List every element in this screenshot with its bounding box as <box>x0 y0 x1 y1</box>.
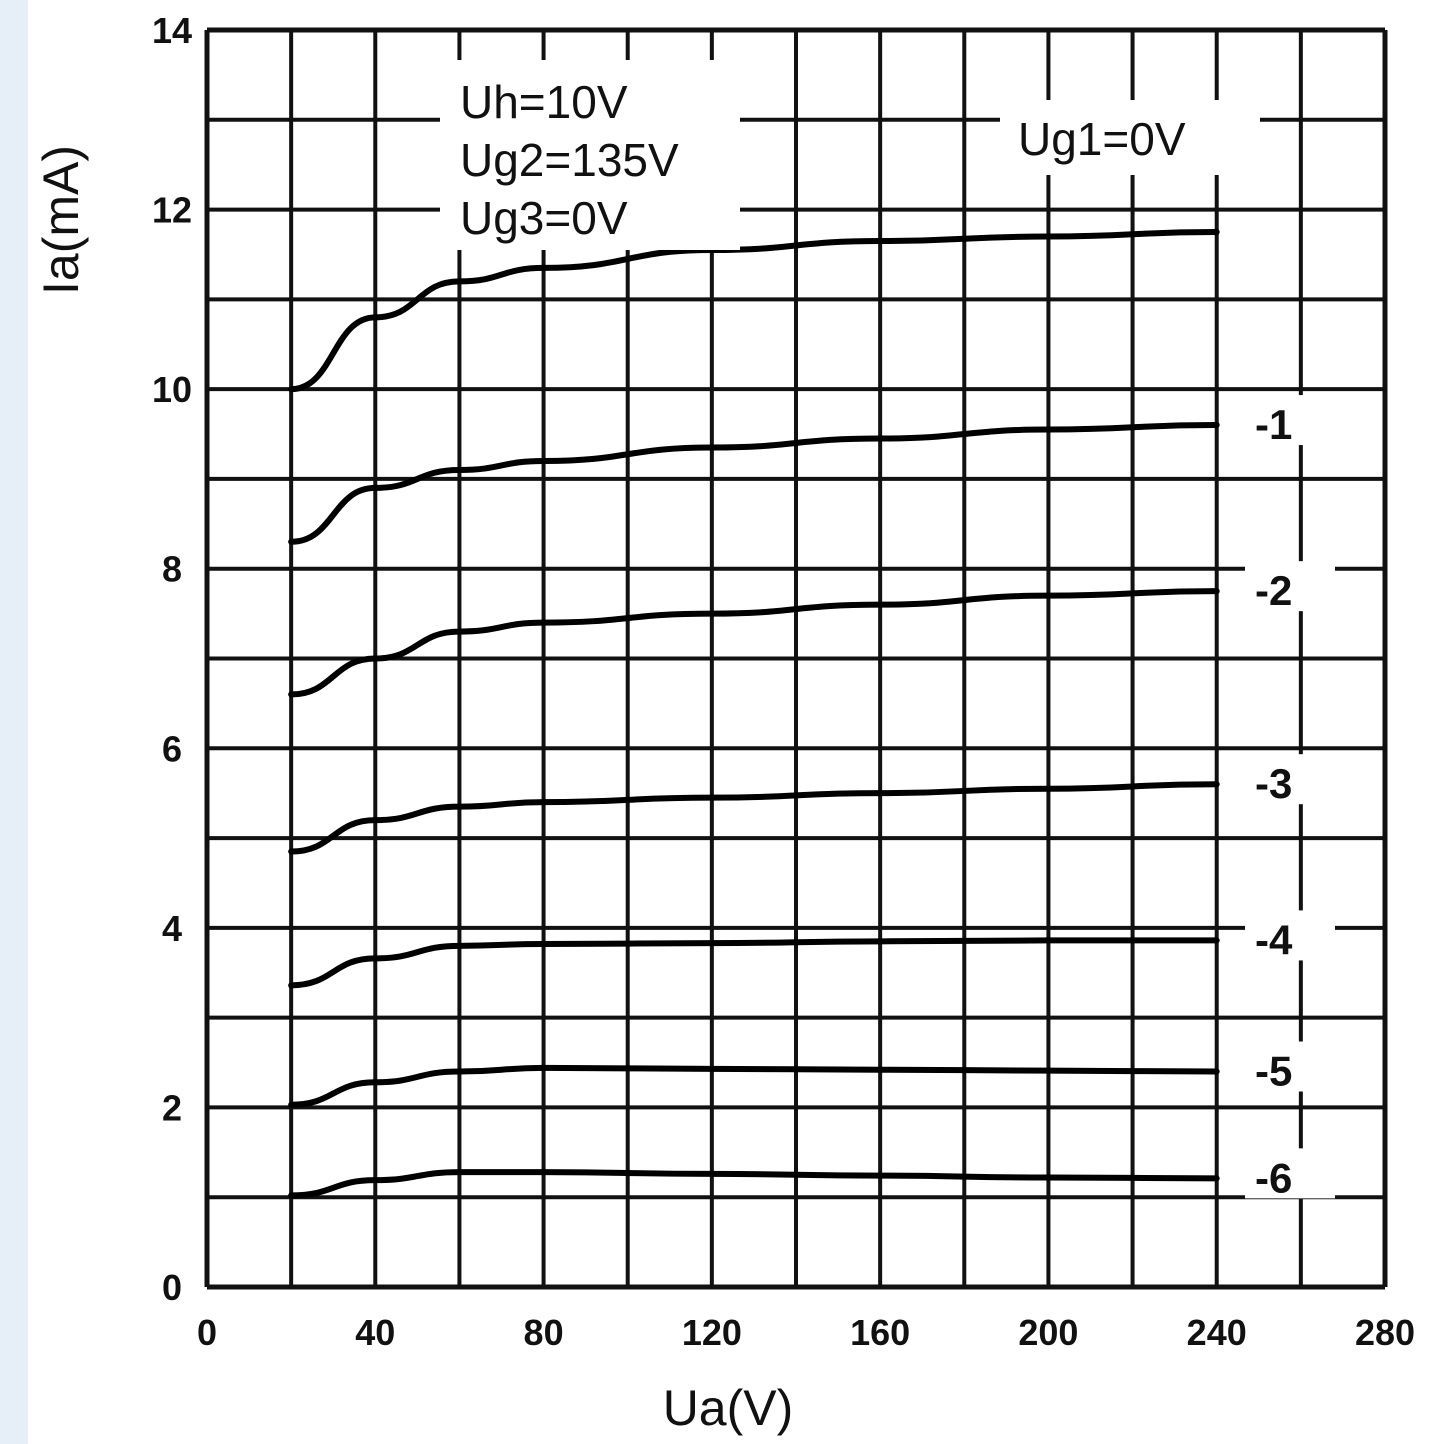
curve--3 <box>288 781 1220 855</box>
x-tick-label: 80 <box>524 1312 564 1353</box>
x-tick-label: 160 <box>850 1312 910 1353</box>
x-tick-label: 120 <box>682 1312 742 1353</box>
curve-label: -5 <box>1255 1048 1292 1095</box>
y-tick-label: 14 <box>152 10 192 51</box>
curve-label-background <box>1245 910 1335 961</box>
x-tick-label: 0 <box>197 1312 217 1353</box>
params-label-background <box>440 60 740 250</box>
x-tick-label: 240 <box>1187 1312 1247 1353</box>
curves: -1 -2 -3 -4 -5 -6 <box>288 229 1335 1201</box>
curve-Ug1=0V <box>288 229 1220 393</box>
tick-labels: 0 40 80 120 160 200 240 280 0 2 4 6 8 10 12 14 <box>152 10 1415 1353</box>
curve-label: -1 <box>1255 401 1292 448</box>
curve-label-background <box>1245 395 1335 446</box>
curve--4 <box>288 937 1220 989</box>
y-tick-label: 10 <box>152 369 192 410</box>
x-tick-label: 280 <box>1355 1312 1415 1353</box>
curve--5 <box>288 1064 1220 1108</box>
curve--6 <box>288 1169 1220 1199</box>
curve-label: -2 <box>1255 567 1292 614</box>
curve-label-background <box>1245 1148 1335 1199</box>
curve-label-background <box>1245 754 1335 805</box>
annotation-uh: Uh=10V <box>460 76 628 128</box>
annotation-ug3: Ug3=0V <box>460 192 628 244</box>
y-axis-label: Ia(mA) <box>33 145 89 295</box>
curve-label: -4 <box>1255 916 1293 963</box>
curve--2 <box>288 588 1220 698</box>
y-tick-label: 8 <box>162 549 182 590</box>
left-margin-strip <box>0 0 28 1444</box>
ug1-label-background <box>1000 100 1260 175</box>
y-tick-label: 6 <box>162 728 182 769</box>
x-tick-label: 40 <box>355 1312 395 1353</box>
x-tick-label: 200 <box>1018 1312 1078 1353</box>
annotation-ug2: Ug2=135V <box>460 134 679 186</box>
curve--1 <box>288 422 1220 545</box>
curve-label-background <box>1245 1041 1335 1092</box>
y-tick-label: 4 <box>162 908 182 949</box>
annotation-ug1: Ug1=0V <box>1018 113 1186 165</box>
x-axis-label: Ua(V) <box>663 1380 794 1436</box>
curve-label: -6 <box>1255 1154 1292 1201</box>
y-tick-label: 0 <box>162 1267 182 1308</box>
y-tick-label: 12 <box>152 190 192 231</box>
curve-label: -3 <box>1255 760 1292 807</box>
curve-label-background <box>1245 561 1335 612</box>
y-tick-label: 2 <box>162 1087 182 1128</box>
